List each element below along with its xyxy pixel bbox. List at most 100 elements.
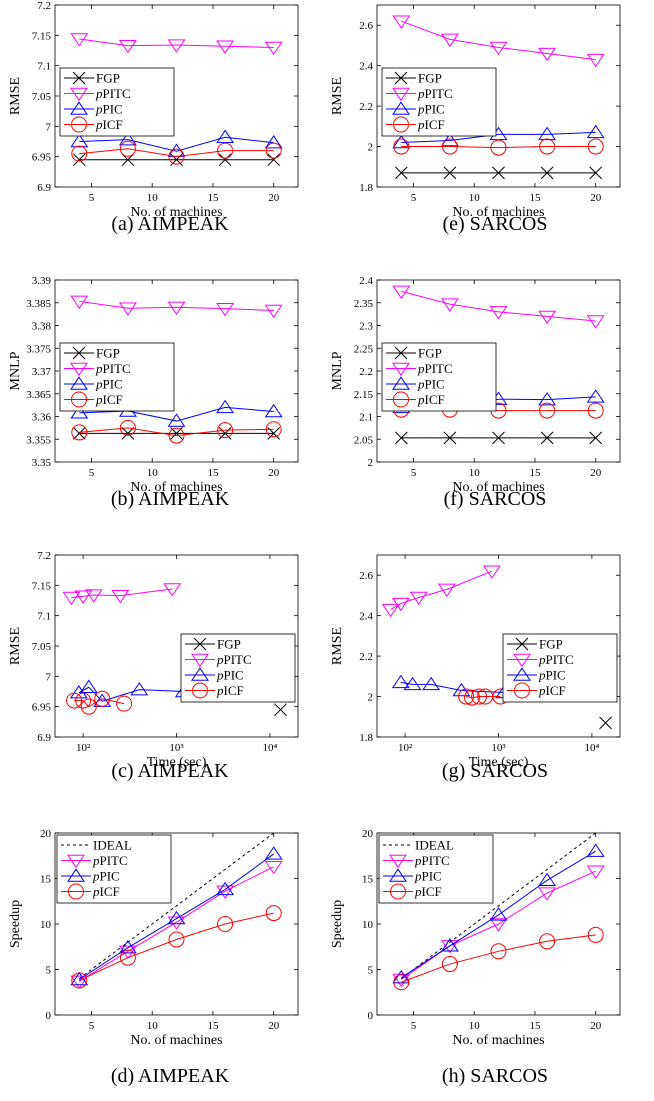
x-axis-label: No. of machines: [452, 480, 544, 495]
legend-label-FGP: FGP: [96, 346, 120, 361]
y-tick-label: 6.95: [32, 152, 52, 164]
y-tick-label: 2.05: [354, 434, 374, 446]
data-point-pPITC: [216, 302, 235, 317]
legend-label-pICF: pICF: [95, 392, 123, 407]
data-point-pICF: [471, 688, 488, 705]
legend-marker-pICF: [390, 883, 406, 900]
y-tick-label: 2.1: [359, 412, 373, 424]
panel-d: 0 5 10 15 20 5 10 15 20 No. of machines Speedup (d)…: [8, 828, 299, 1087]
series-FGP: [394, 166, 603, 180]
data-point-pICF: [71, 145, 88, 162]
data-point-FGP: [394, 166, 408, 180]
x-tick-label: 15: [529, 192, 541, 204]
panel-caption: (h) SARCOS: [442, 1065, 548, 1087]
y-tick-label: 3.36: [32, 412, 52, 424]
y-tick-label: 7.15: [32, 580, 52, 592]
y-tick-label: 2.4: [359, 61, 373, 73]
data-point-pICF: [71, 424, 88, 441]
data-point-pPITC: [586, 53, 605, 68]
y-axis-label: RMSE: [8, 627, 23, 665]
series-pICF: [66, 690, 133, 715]
x-tick-label: 15: [529, 467, 541, 479]
legend-label-pPITC: pPITC: [216, 652, 252, 667]
series-line-pPITC: [79, 866, 274, 982]
series-line-pICF: [79, 427, 274, 437]
panel-e: 1.8 2 2.2 2.4 2.6 5 10 15 20 No. of machines RMSE (…: [330, 4, 621, 235]
legend-label-pPITC: pPITC: [95, 86, 131, 101]
series-line-pICF: [79, 148, 274, 158]
data-point-pPIC: [422, 676, 441, 691]
data-point-pPITC: [74, 590, 93, 604]
data-point-pPITC: [264, 860, 283, 875]
data-point-pPITC: [392, 285, 411, 300]
data-point-pPITC: [118, 302, 137, 316]
panel-c: 6.9 6.95 7 7.05 7.1 7.15 7.2 10² 10³ 10⁴ Time (sec…: [8, 550, 299, 782]
data-point-pPIC: [392, 134, 411, 149]
x-tick-label: 15: [207, 467, 219, 479]
y-tick-label: 2.6: [359, 570, 373, 582]
y-tick-label: 3.365: [26, 389, 51, 401]
series-FGP: [274, 703, 287, 717]
legend-label-pPITC: pPITC: [417, 361, 453, 376]
x-tick-label: 10⁴: [262, 742, 277, 754]
y-tick-label: 2: [368, 692, 374, 704]
y-tick-label: 2.2: [359, 101, 373, 113]
data-point-pPITC: [489, 306, 508, 320]
panel-a: 6.9 6.95 7 7.05 7.1 7.15 7.2 5 10 15 20 No. of mach…: [8, 0, 299, 235]
y-tick-label: 5: [46, 965, 52, 977]
x-axis-label: No. of machines: [130, 205, 222, 220]
legend-label-pICF: pICF: [216, 683, 244, 698]
axes-frame: [376, 4, 621, 188]
series-pPITC: [70, 33, 283, 56]
y-tick-label: 2.2: [359, 366, 373, 378]
x-axis-label: No. of machines: [130, 480, 222, 495]
data-point-pPITC: [163, 583, 182, 597]
x-tick-label: 10: [147, 1020, 159, 1032]
series-pPIC: [70, 399, 283, 427]
y-axis-label: Speedup: [8, 900, 23, 948]
x-tick-label: 10: [469, 467, 481, 479]
data-point-pPIC: [392, 969, 411, 984]
data-point-pICF: [119, 949, 136, 966]
legend-marker-pICF: [514, 682, 530, 699]
legend-label-pPIC: pPIC: [417, 377, 445, 392]
data-point-pICF: [539, 138, 556, 155]
data-point-pPITC: [482, 565, 501, 579]
series-line-pPIC: [78, 686, 184, 702]
x-axis-label: No. of machines: [130, 1033, 222, 1048]
legend-marker-pPIC: [392, 101, 410, 115]
data-point-FGP: [72, 426, 86, 440]
data-point-pICF: [265, 142, 282, 159]
data-point-pICF: [441, 956, 458, 973]
x-tick-label: 10: [469, 192, 481, 204]
y-tick-label: 6.9: [37, 182, 51, 194]
y-tick-label: 7.05: [32, 641, 52, 653]
legend-label-FGP: FGP: [96, 71, 120, 86]
data-point-pICF: [490, 943, 507, 960]
legend-marker-pPITC: [70, 87, 88, 102]
data-point-pPIC: [489, 907, 508, 921]
legend-marker-pPITC: [389, 854, 407, 869]
data-point-pPITC: [586, 865, 605, 879]
data-point-pPITC: [111, 589, 130, 604]
data-point-pPIC: [69, 685, 88, 699]
data-point-pPITC: [167, 39, 186, 53]
x-tick-label: 15: [207, 1020, 219, 1032]
data-point-pICF: [490, 139, 507, 156]
data-point-pPITC: [489, 41, 508, 56]
data-point-pPIC: [118, 131, 137, 146]
panel-caption: (g) SARCOS: [442, 760, 548, 782]
data-point-pPIC: [130, 681, 149, 696]
legend-marker-FGP: [515, 637, 529, 651]
series-line-pICF: [79, 912, 274, 981]
legend-label-pPITC: pPITC: [417, 86, 453, 101]
data-point-pPITC: [381, 603, 400, 618]
series-pICF: [71, 419, 282, 444]
legend-marker-FGP: [72, 346, 86, 360]
data-point-FGP: [589, 166, 603, 180]
series-pICF: [393, 926, 604, 991]
data-point-pPIC: [216, 881, 235, 896]
series-line-pPITC: [401, 20, 596, 61]
